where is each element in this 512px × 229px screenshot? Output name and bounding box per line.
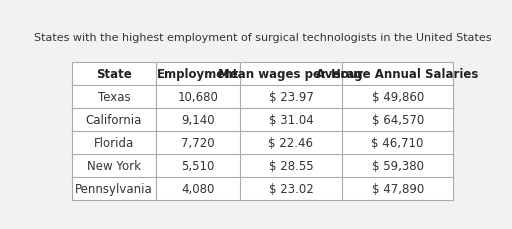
Text: $ 28.55: $ 28.55 bbox=[269, 159, 313, 172]
Text: Texas: Texas bbox=[97, 91, 130, 104]
Text: $ 47,890: $ 47,890 bbox=[372, 182, 424, 195]
Text: $ 49,860: $ 49,860 bbox=[372, 91, 424, 104]
Text: $ 64,570: $ 64,570 bbox=[372, 114, 424, 127]
Text: $ 46,710: $ 46,710 bbox=[371, 136, 424, 150]
Text: Employment: Employment bbox=[157, 68, 239, 81]
Text: States with the highest employment of surgical technologists in the United State: States with the highest employment of su… bbox=[34, 33, 491, 43]
Text: 9,140: 9,140 bbox=[181, 114, 215, 127]
Text: $ 23.02: $ 23.02 bbox=[269, 182, 313, 195]
Text: Average Annual Salaries: Average Annual Salaries bbox=[316, 68, 479, 81]
Text: $ 59,380: $ 59,380 bbox=[372, 159, 423, 172]
Text: Florida: Florida bbox=[94, 136, 134, 150]
Text: New York: New York bbox=[87, 159, 141, 172]
Text: 10,680: 10,680 bbox=[177, 91, 218, 104]
Text: 7,720: 7,720 bbox=[181, 136, 215, 150]
Text: 5,510: 5,510 bbox=[181, 159, 215, 172]
Bar bbox=[72, 63, 453, 200]
Text: Pennsylvania: Pennsylvania bbox=[75, 182, 153, 195]
Text: $ 23.97: $ 23.97 bbox=[268, 91, 313, 104]
Text: California: California bbox=[86, 114, 142, 127]
Text: Mean wages per Hour: Mean wages per Hour bbox=[219, 68, 364, 81]
Text: 4,080: 4,080 bbox=[181, 182, 215, 195]
Text: State: State bbox=[96, 68, 132, 81]
Text: $ 22.46: $ 22.46 bbox=[268, 136, 313, 150]
Text: $ 31.04: $ 31.04 bbox=[269, 114, 313, 127]
